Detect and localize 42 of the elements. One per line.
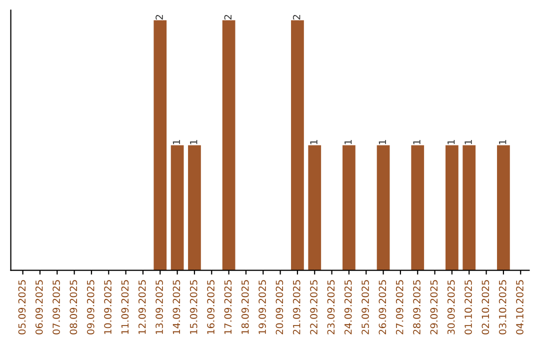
x-tick-label: 13.09.2025 — [156, 280, 163, 334]
x-tick-label: 01.10.2025 — [464, 280, 472, 334]
x-tick-label: 16.09.2025 — [207, 280, 214, 334]
x-tick-label: 12.09.2025 — [138, 280, 146, 334]
x-tick-label: 25.09.2025 — [362, 280, 369, 334]
x-tick-label: 18.09.2025 — [241, 280, 249, 334]
x-tick-label: 26.09.2025 — [378, 280, 386, 334]
data-label: 2 — [156, 14, 163, 20]
data-label: 2 — [292, 14, 300, 20]
data-label: 1 — [344, 140, 352, 144]
x-tick-label: 28.09.2025 — [413, 280, 420, 334]
data-label: 1 — [378, 140, 386, 144]
x-tick-label: 08.09.2025 — [70, 280, 78, 334]
x-tick-label: 06.09.2025 — [35, 280, 43, 334]
x-tick-label: 30.09.2025 — [447, 280, 455, 334]
data-label: 1 — [190, 140, 198, 144]
x-tick-label: 20.09.2025 — [276, 280, 284, 334]
x-tick-label: 27.09.2025 — [396, 280, 404, 334]
x-tick-label: 23.09.2025 — [327, 280, 335, 334]
x-tick-label: 05.09.2025 — [18, 280, 26, 334]
x-tick-label: 21.09.2025 — [292, 280, 300, 334]
x-tick-label: 03.10.2025 — [498, 280, 506, 334]
x-tick-label: 02.10.2025 — [482, 280, 490, 334]
data-label: 1 — [464, 140, 472, 144]
x-tick-label: 11.09.2025 — [121, 280, 129, 334]
x-tick-label: 24.09.2025 — [344, 280, 352, 334]
x-tick-label: 04.10.2025 — [516, 280, 524, 334]
x-tick-label: 22.09.2025 — [310, 280, 318, 334]
data-label: 1 — [499, 140, 506, 144]
data-label: 2 — [224, 14, 232, 20]
x-tick-label: 29.09.2025 — [430, 280, 438, 334]
data-label: 1 — [172, 140, 180, 144]
x-tick-label: 10.09.2025 — [104, 280, 112, 334]
x-tick-label: 14.09.2025 — [172, 280, 180, 334]
data-label: 1 — [310, 140, 318, 144]
x-tick-label: 09.09.2025 — [86, 280, 94, 334]
data-label: 1 — [413, 140, 420, 144]
data-label: 1 — [448, 140, 455, 144]
x-tick-label: 15.09.2025 — [190, 280, 198, 334]
x-tick-label: 17.09.2025 — [224, 280, 232, 334]
x-tick-label: 07.09.2025 — [52, 280, 60, 334]
x-tick-label: 19.09.2025 — [258, 280, 266, 334]
